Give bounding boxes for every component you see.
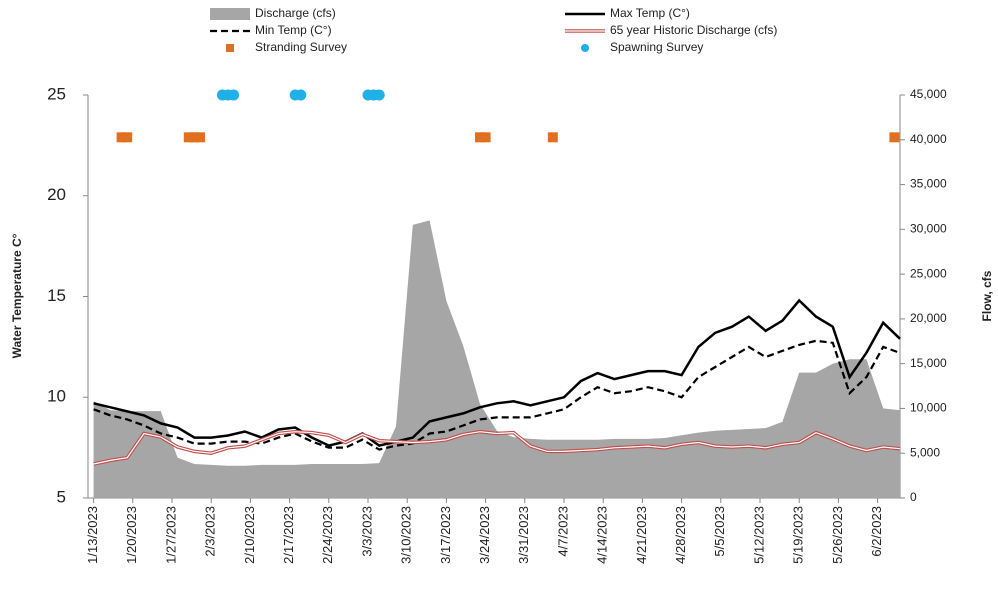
x-tick-label: 4/14/2023 (595, 506, 610, 564)
y2-tick-label: 5,000 (910, 445, 940, 459)
survey-marker (116, 132, 127, 143)
survey-marker (189, 132, 200, 143)
line (93, 298, 901, 447)
legend-label: Stranding Survey (255, 40, 347, 54)
x-tick-label: 5/5/2023 (712, 506, 727, 557)
x-tick-label: 1/20/2023 (124, 506, 139, 564)
legend-swatch (226, 44, 234, 52)
y2-tick-label: 30,000 (910, 222, 947, 236)
y-tick-label: 25 (47, 84, 66, 103)
survey-marker (183, 132, 194, 143)
x-tick-label: 2/3/2023 (203, 506, 218, 557)
legend-label: Min Temp (C°) (255, 23, 332, 37)
survey-marker (547, 132, 558, 143)
survey-marker (228, 89, 240, 101)
y2-tick-label: 40,000 (910, 132, 947, 146)
x-tick-label: 4/21/2023 (634, 506, 649, 564)
x-tick-label: 1/13/2023 (85, 506, 100, 564)
x-tick-label: 3/31/2023 (516, 506, 531, 564)
legend-swatch (210, 8, 250, 20)
y-tick-label: 10 (47, 387, 66, 406)
y2-axis-title: Flow, cfs (980, 270, 994, 321)
survey-marker (889, 132, 900, 143)
legend-label: Spawning Survey (610, 40, 703, 54)
survey-marker (475, 132, 485, 143)
y-tick-label: 5 (57, 487, 66, 506)
y2-tick-label: 45,000 (910, 87, 947, 101)
x-tick-label: 3/3/2023 (359, 506, 374, 557)
dashed-line (93, 339, 901, 451)
x-tick-label: 1/27/2023 (163, 506, 178, 564)
y2-tick-label: 25,000 (910, 266, 947, 280)
double-line-inner (93, 431, 901, 465)
y-axis-title: Water Temperature C° (10, 233, 24, 358)
survey-marker (295, 89, 307, 101)
x-tick-label: 2/24/2023 (320, 506, 335, 564)
legend-swatch (581, 44, 589, 52)
x-tick-label: 4/28/2023 (673, 506, 688, 564)
y2-tick-label: 20,000 (910, 311, 947, 325)
x-tick-label: 2/17/2023 (281, 506, 296, 564)
y-tick-label: 20 (47, 185, 66, 204)
legend-label: Discharge (cfs) (255, 6, 336, 20)
y-tick-label: 15 (47, 286, 66, 305)
survey-marker (195, 132, 205, 143)
x-tick-label: 4/7/2023 (555, 506, 570, 557)
x-tick-label: 3/24/2023 (477, 506, 492, 564)
x-tick-label: 2/10/2023 (242, 506, 257, 564)
x-tick-label: 5/19/2023 (791, 506, 806, 564)
legend-label: Max Temp (C°) (610, 6, 690, 20)
legend-label: 65 year Historic Discharge (cfs) (610, 23, 777, 37)
x-tick-label: 3/17/2023 (438, 506, 453, 564)
x-tick-label: 5/12/2023 (751, 506, 766, 564)
y2-tick-label: 0 (910, 490, 917, 504)
y2-tick-label: 10,000 (910, 401, 947, 415)
discharge-area (93, 220, 901, 498)
y2-tick-label: 15,000 (910, 356, 947, 370)
y2-tick-label: 35,000 (910, 177, 947, 191)
survey-marker (373, 89, 385, 101)
x-tick-label: 3/10/2023 (399, 506, 414, 564)
survey-marker (122, 132, 133, 143)
x-tick-label: 5/26/2023 (830, 506, 845, 564)
survey-marker (480, 132, 491, 143)
x-tick-label: 6/2/2023 (869, 506, 884, 557)
